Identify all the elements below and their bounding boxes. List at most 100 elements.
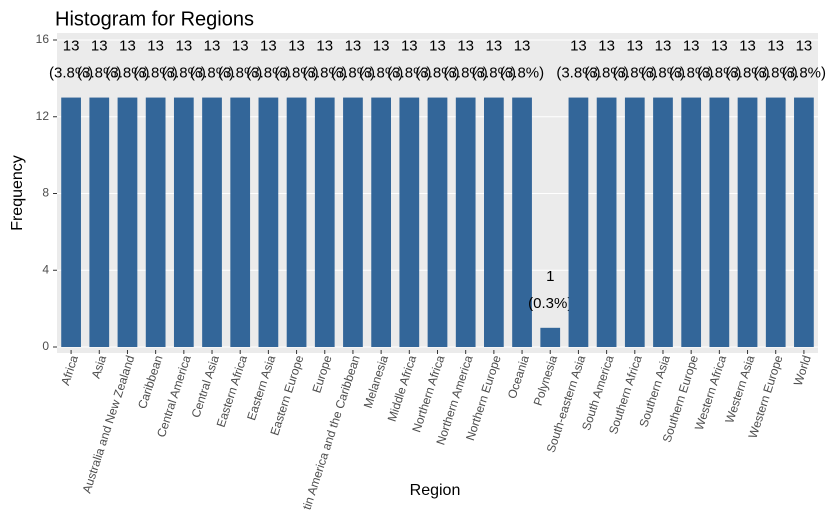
bar — [399, 97, 420, 347]
x-tick-label: Central Asia — [189, 353, 222, 419]
x-tick-label: Africa — [58, 353, 81, 387]
percent-label: (3.8%) — [697, 65, 741, 82]
chart-title: Histogram for Regions — [55, 8, 254, 30]
percent-label: (3.8%) — [669, 65, 713, 82]
percent-label: (3.8%) — [49, 65, 93, 82]
bar — [258, 97, 279, 347]
data-label: 13 — [91, 38, 108, 55]
data-label: 1 — [546, 268, 554, 285]
bar — [596, 97, 617, 347]
x-tick-label: Caribbean — [135, 354, 165, 411]
percent-label: (3.8%) — [134, 65, 178, 82]
y-tick-label: 4 — [42, 262, 49, 276]
x-axis-label: Region — [410, 482, 461, 499]
bar — [117, 97, 138, 347]
percent-label: (3.8%) — [162, 65, 206, 82]
data-label: 13 — [429, 38, 446, 55]
data-label: 13 — [345, 38, 362, 55]
data-label: 13 — [683, 38, 700, 55]
data-label: 13 — [486, 38, 503, 55]
y-tick-label: 8 — [42, 186, 49, 200]
percent-label: (3.8%) — [246, 65, 290, 82]
data-label: 13 — [626, 38, 643, 55]
percent-label: (3.8%) — [218, 65, 262, 82]
bar — [540, 327, 561, 347]
data-label: 13 — [655, 38, 672, 55]
percent-label: (3.8%) — [444, 65, 488, 82]
data-label: 13 — [232, 38, 249, 55]
percent-label: (3.8%) — [754, 65, 798, 82]
x-tick-label: Asia — [89, 353, 110, 380]
bar — [765, 97, 786, 347]
data-label: 13 — [514, 38, 531, 55]
bar — [145, 97, 166, 347]
data-label: 13 — [288, 38, 305, 55]
percent-label: (3.8%) — [725, 65, 769, 82]
bar — [709, 97, 730, 347]
data-label: 13 — [598, 38, 615, 55]
x-tick-label: Oceania — [505, 353, 532, 400]
percent-label: (3.8%) — [415, 65, 459, 82]
bar — [286, 97, 307, 347]
data-label: 13 — [570, 38, 587, 55]
percent-label: (3.8%) — [331, 65, 375, 82]
percent-label: (3.8%) — [585, 65, 629, 82]
bar — [371, 97, 391, 347]
percent-label: (3.8%) — [303, 65, 347, 82]
x-tick-label: Polynesia — [531, 353, 560, 407]
data-label: 13 — [147, 38, 164, 55]
data-label: 13 — [63, 38, 80, 55]
bar — [89, 97, 110, 347]
x-tick-label: Melanesia — [361, 353, 391, 410]
percent-label: (3.8%) — [613, 65, 657, 82]
percent-label: (3.8%) — [105, 65, 149, 82]
percent-label: (3.8%) — [359, 65, 403, 82]
y-tick-label: 12 — [36, 109, 50, 123]
percent-label: (3.8%) — [556, 65, 600, 82]
data-label: 13 — [260, 38, 277, 55]
data-label: 13 — [739, 38, 756, 55]
x-tick-label: World — [791, 354, 814, 388]
data-label: 13 — [767, 38, 784, 55]
data-label: 13 — [457, 38, 474, 55]
data-label: 13 — [175, 38, 192, 55]
bar — [314, 97, 335, 347]
x-tick-label: Latin America and the Caribbean — [295, 354, 362, 510]
data-label: 13 — [711, 38, 728, 55]
percent-label: (3.8%) — [274, 65, 318, 82]
percent-label: (3.8%) — [782, 65, 826, 82]
percent-label: (3.8%) — [387, 65, 431, 82]
y-axis-label: Frequency — [9, 155, 26, 231]
y-tick-label: 16 — [36, 32, 50, 46]
x-tick-label: Europe — [309, 353, 334, 394]
bar — [427, 97, 448, 347]
data-label: 13 — [401, 38, 418, 55]
data-label: 13 — [373, 38, 390, 55]
percent-label: (3.8%) — [500, 65, 544, 82]
data-label: 13 — [119, 38, 136, 55]
bar — [455, 97, 476, 347]
bar — [512, 97, 532, 347]
y-tick-label: 0 — [42, 339, 49, 353]
bar — [653, 97, 673, 347]
data-label: 13 — [796, 38, 813, 55]
bar — [794, 97, 814, 347]
bar — [568, 97, 589, 347]
bar — [61, 97, 81, 347]
bar — [681, 97, 702, 347]
bar — [343, 97, 363, 347]
bar — [624, 97, 645, 347]
bar — [737, 97, 758, 347]
percent-label: (3.8%) — [472, 65, 516, 82]
percent-label: (0.3%) — [528, 295, 572, 312]
bar — [484, 97, 504, 347]
data-label: 13 — [204, 38, 221, 55]
bar — [173, 97, 194, 347]
bar — [202, 97, 222, 347]
bar — [230, 97, 251, 347]
percent-label: (3.8%) — [77, 65, 121, 82]
data-label: 13 — [316, 38, 333, 55]
percent-label: (3.8%) — [641, 65, 685, 82]
percent-label: (3.8%) — [190, 65, 234, 82]
